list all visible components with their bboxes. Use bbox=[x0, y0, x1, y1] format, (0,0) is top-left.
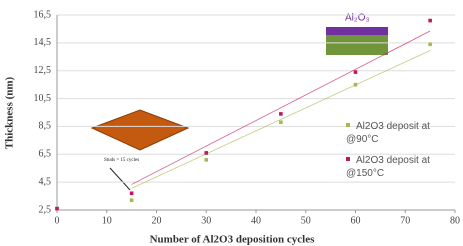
y-tick-label: 4,5 bbox=[39, 176, 52, 187]
y-tick-label: 6,5 bbox=[39, 149, 52, 160]
point bbox=[354, 70, 358, 74]
x-tick-label: 20 bbox=[152, 215, 162, 226]
x-tick-label: 0 bbox=[55, 215, 60, 226]
layer-inset bbox=[326, 27, 388, 55]
point bbox=[279, 112, 283, 116]
point bbox=[130, 198, 134, 202]
x-tick-label: 50 bbox=[301, 215, 311, 226]
x-tick-label: 10 bbox=[102, 215, 112, 226]
legend-marker bbox=[346, 157, 350, 161]
point bbox=[354, 83, 358, 87]
y-tick-label: 14,5 bbox=[34, 37, 52, 48]
x-tick-label: 70 bbox=[400, 215, 410, 226]
legend-entry: Al2O3 deposit at @90°C bbox=[346, 120, 458, 146]
y-tick-label: 8,5 bbox=[39, 121, 52, 132]
y-axis-title: Thickness (nm) bbox=[4, 76, 16, 149]
x-tick-label: 60 bbox=[351, 215, 361, 226]
y-tick-label: 16,5 bbox=[34, 9, 52, 20]
arrow bbox=[110, 168, 130, 190]
layer-top bbox=[326, 27, 388, 35]
x-tick-label: 40 bbox=[251, 215, 261, 226]
point bbox=[130, 191, 134, 195]
layer-bottom bbox=[326, 35, 388, 55]
x-tick-label: 30 bbox=[201, 215, 211, 226]
point bbox=[204, 151, 208, 155]
point bbox=[279, 120, 283, 124]
x-tick-label: 80 bbox=[450, 215, 460, 226]
y-tick-label: 12,5 bbox=[34, 65, 52, 76]
point bbox=[428, 42, 432, 46]
y-tick-label: 2,5 bbox=[39, 204, 52, 215]
legend-label: Al2O3 deposit at @150°C bbox=[346, 155, 430, 179]
point bbox=[55, 207, 59, 211]
annotation: Studs = 15 cycles bbox=[104, 158, 139, 163]
legend-marker bbox=[346, 123, 350, 127]
afm-surface bbox=[92, 110, 188, 150]
legend-entry: Al2O3 deposit at @150°C bbox=[346, 154, 458, 180]
legend-label: Al2O3 deposit at @90°C bbox=[346, 121, 430, 145]
x-axis-title: Number of Al2O3 deposition cycles bbox=[150, 234, 316, 246]
annotation: Al₂O₃ bbox=[345, 13, 370, 24]
y-tick-label: 10,5 bbox=[34, 93, 52, 104]
afm-inset bbox=[92, 110, 188, 190]
point bbox=[428, 19, 432, 23]
page: Al₂O₃ Studs = 15 cycles Number of Al2O3 … bbox=[0, 0, 463, 246]
point bbox=[204, 158, 208, 162]
